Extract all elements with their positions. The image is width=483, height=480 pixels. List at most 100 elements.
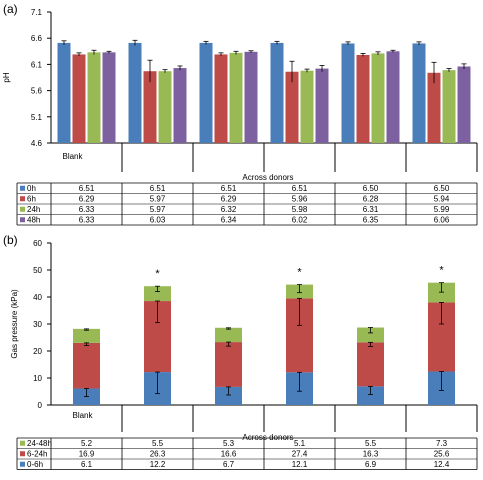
table-cell: 6.33 [79,205,95,214]
table-cell: 6.50 [434,184,450,193]
y-tick-label: 0 [38,401,43,410]
table-cell: 26.3 [150,450,166,459]
bar [315,68,329,143]
y-tick-label: 50 [33,266,42,275]
bar-segment [73,342,100,389]
bar [128,42,142,143]
table-cell: 5.1 [294,439,306,448]
table-cell: 12.2 [150,460,166,469]
legend-label: 0h [27,184,36,193]
legend-label: 24h [27,205,40,214]
table-cell: 16.6 [221,450,237,459]
x-axis-label: Across donors [242,433,293,442]
bar-segment [215,342,242,387]
table-cell: 5.98 [292,205,308,214]
category-label: Blank [62,152,83,161]
significance-marker: * [155,268,160,280]
bar [427,72,441,143]
bar [386,51,400,143]
y-tick-label: 7.1 [31,8,43,17]
bar [229,52,243,143]
bar-segment [357,342,384,387]
table-cell: 12.4 [434,460,450,469]
legend-label: 6h [27,195,36,204]
bar-segment [215,327,242,343]
bar [412,43,426,143]
bar [300,70,314,143]
bar [442,70,456,143]
legend-swatch [20,206,25,212]
legend-label: 0-6h [27,460,43,469]
legend-label: 24-48h [27,439,52,448]
bar-segment [73,328,100,343]
panel-label: (a) [3,2,18,16]
significance-marker: * [439,265,444,277]
bar [158,71,172,143]
legend-swatch [20,451,25,457]
legend-swatch [20,196,25,202]
legend-swatch [20,440,25,446]
table-cell: 6.03 [150,216,166,225]
bar [457,66,471,143]
y-tick-label: 4.6 [31,139,43,148]
table-cell: 6.29 [221,195,237,204]
y-axis-label: Gas pressure (kPa) [10,289,19,359]
table-cell: 6.51 [150,184,166,193]
table-cell: 5.3 [223,439,235,448]
table-cell: 6.51 [221,184,237,193]
table-cell: 5.94 [434,195,450,204]
bar [356,54,370,143]
bar [57,42,71,143]
table-cell: 5.5 [365,439,377,448]
bar-segment [357,386,384,405]
bar [285,71,299,143]
x-axis-label: Across donors [242,173,293,182]
bar [143,71,157,143]
table-cell: 6.50 [363,184,379,193]
bar [244,51,258,143]
bar [87,52,101,143]
table-cell: 5.5 [152,439,164,448]
legend-swatch [20,185,25,191]
table-cell: 16.3 [363,450,379,459]
y-tick-label: 5.1 [31,113,43,122]
table-cell: 6.06 [434,216,450,225]
table-cell: 6.29 [79,195,95,204]
table-cell: 5.2 [81,439,93,448]
category-label: Blank [72,411,93,420]
table-cell: 6.34 [221,216,237,225]
y-tick-label: 20 [33,347,42,356]
table-cell: 6.51 [292,184,308,193]
legend-label: 6-24h [27,450,47,459]
legend-swatch [20,217,25,223]
table-cell: 27.4 [292,450,308,459]
bar [102,52,116,143]
y-tick-label: 30 [33,320,42,329]
bar [72,54,86,143]
table-cell: 6.31 [363,205,379,214]
bar [371,53,385,144]
y-tick-label: 6.6 [31,34,43,43]
table-cell: 6.02 [292,216,308,225]
bar-segment [357,327,384,343]
table-cell: 6.9 [365,460,377,469]
table-cell: 6.33 [79,216,95,225]
table-cell: 6.7 [223,460,235,469]
table-cell: 5.97 [150,205,166,214]
bar [173,68,187,143]
table-cell: 16.9 [79,450,95,459]
bar [341,43,355,143]
y-tick-label: 5.6 [31,87,43,96]
table-cell: 6.28 [363,195,379,204]
table-cell: 5.96 [292,195,308,204]
bar-segment [428,282,455,303]
table-cell: 5.97 [150,195,166,204]
y-tick-label: 6.1 [31,60,43,69]
y-tick-label: 60 [33,239,42,248]
bar [199,42,213,143]
bar-segment [144,286,171,302]
legend-label: 48h [27,216,40,225]
y-tick-label: 40 [33,293,42,302]
table-cell: 25.6 [434,450,450,459]
y-tick-label: 10 [33,374,42,383]
